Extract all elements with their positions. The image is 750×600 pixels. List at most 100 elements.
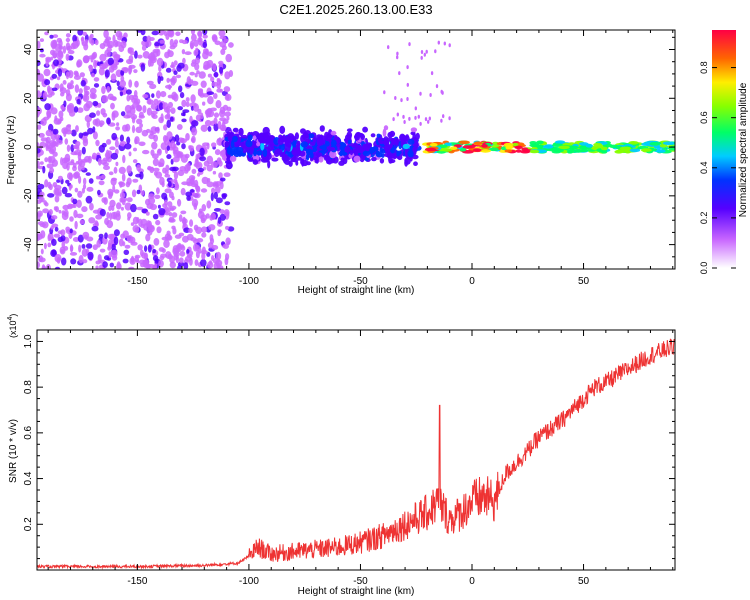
spectrogram-cell [164, 188, 172, 194]
spectrogram-cell [76, 98, 81, 105]
spectrogram-cell [99, 248, 106, 253]
spectrogram-cell [199, 156, 207, 162]
spectrogram-cell [225, 253, 230, 261]
spectrogram-cell [300, 159, 304, 165]
spectrogram-cell [83, 177, 87, 186]
spectrogram-cell [158, 208, 166, 216]
spectrogram-cell [103, 197, 108, 205]
spectrogram-cell [167, 201, 173, 208]
spectrogram-cell [640, 148, 652, 152]
spectrogram-y-tick-label: 0 [23, 144, 34, 150]
spectrogram-cell [99, 208, 106, 217]
snr-y-tick-label: 0.6 [23, 425, 34, 439]
spectrogram-cell [412, 146, 417, 154]
spectrogram-cell [110, 102, 115, 110]
spectrogram-cell [54, 266, 61, 269]
spectrogram-cell [43, 116, 49, 121]
spectrogram-cell [414, 115, 417, 120]
spectrogram-cell [191, 127, 198, 136]
spectrogram-cell [50, 226, 54, 230]
spectrogram-cell [300, 141, 309, 148]
spectrogram-cell [202, 101, 206, 106]
spectrogram-cell [139, 123, 144, 128]
spectrogram-cell [104, 217, 110, 226]
spectrogram-cell [312, 148, 317, 153]
spectrogram-cell [143, 223, 149, 231]
spectrogram-cell [131, 125, 136, 134]
spectrogram-cell [95, 265, 99, 269]
spectrogram-cell [78, 244, 82, 253]
spectrogram-cell [423, 52, 426, 57]
spectrogram-cell [69, 184, 73, 189]
spectrogram-cell [353, 155, 361, 163]
spectrogram-cell [190, 183, 199, 188]
spectrogram-cell [174, 179, 178, 188]
spectrogram-cell [252, 135, 257, 141]
spectrogram-cell [360, 133, 366, 140]
spectrogram-cell [390, 137, 397, 146]
colorbar-tick-label: 0.4 [699, 162, 709, 175]
spectrogram-cell [141, 208, 148, 214]
spectrogram-cell [69, 228, 73, 234]
spectrogram-cell [191, 33, 197, 42]
colorbar-gradient [712, 30, 736, 268]
spectrogram-cell [219, 66, 223, 74]
spectrogram-cell [420, 50, 424, 54]
spectrogram-cell [153, 134, 159, 142]
spectrogram-cell [79, 72, 86, 78]
spectrogram-cell [287, 142, 292, 148]
spectrogram-cell [185, 191, 193, 197]
spectrogram-cell [365, 144, 370, 152]
spectrogram-cell [126, 177, 132, 186]
spectrogram-cell [414, 106, 417, 111]
spectrogram-cell [58, 209, 62, 214]
spectrogram-cell [37, 261, 40, 269]
spectrogram-cell [74, 71, 79, 77]
spectrogram-cell [260, 142, 265, 151]
spectrogram-cell [104, 69, 110, 78]
spectrogram-cell [124, 143, 132, 150]
spectrogram-cell [92, 100, 99, 107]
spectrogram-cell [82, 259, 88, 264]
spectrogram-cell [404, 135, 408, 140]
spectrogram-cell [64, 193, 73, 198]
spectrogram-cell [60, 229, 66, 236]
spectrogram-cell [227, 226, 235, 232]
spectrogram-cell [159, 39, 165, 44]
spectrogram-cell [138, 114, 145, 119]
spectrogram-cell [184, 169, 189, 174]
spectrogram-cell [163, 239, 170, 248]
spectrogram-cell [78, 149, 82, 157]
spectrogram-cell [74, 220, 78, 230]
spectrogram-cell [190, 94, 196, 103]
spectrogram-cell [48, 156, 56, 164]
spectrogram-cell [191, 120, 199, 127]
spectrogram-cell [177, 169, 185, 177]
spectrogram-cell [163, 124, 168, 131]
spectrogram-cell [145, 128, 151, 133]
spectrogram-cell [267, 152, 272, 160]
spectrogram-cell [48, 209, 53, 216]
spectrogram-cell [169, 166, 177, 172]
spectrogram-cell [113, 236, 119, 246]
spectrogram-cell [392, 117, 395, 122]
spectrogram-cell [543, 145, 553, 149]
spectrogram-cell [168, 101, 173, 109]
spectrogram-cell [171, 212, 178, 218]
spectrogram-cell [568, 145, 579, 150]
spectrogram-cell [209, 107, 217, 112]
spectrogram-cell [150, 126, 158, 135]
spectrogram-cell [152, 213, 159, 220]
spectrogram-cell [87, 155, 92, 164]
spectrogram-y-tick-label: 40 [23, 44, 34, 56]
spectrogram-cell [66, 162, 70, 171]
spectrogram-cell [196, 238, 204, 243]
spectrogram-cell [262, 148, 268, 158]
spectrogram-cell [189, 219, 194, 227]
spectrogram-cell [58, 118, 62, 124]
spectrogram-cell [413, 161, 418, 166]
spectrogram-cell [310, 157, 314, 162]
spectrogram-cell [71, 129, 77, 137]
spectrogram-cell [162, 167, 167, 174]
spectrogram-cell [181, 143, 186, 150]
